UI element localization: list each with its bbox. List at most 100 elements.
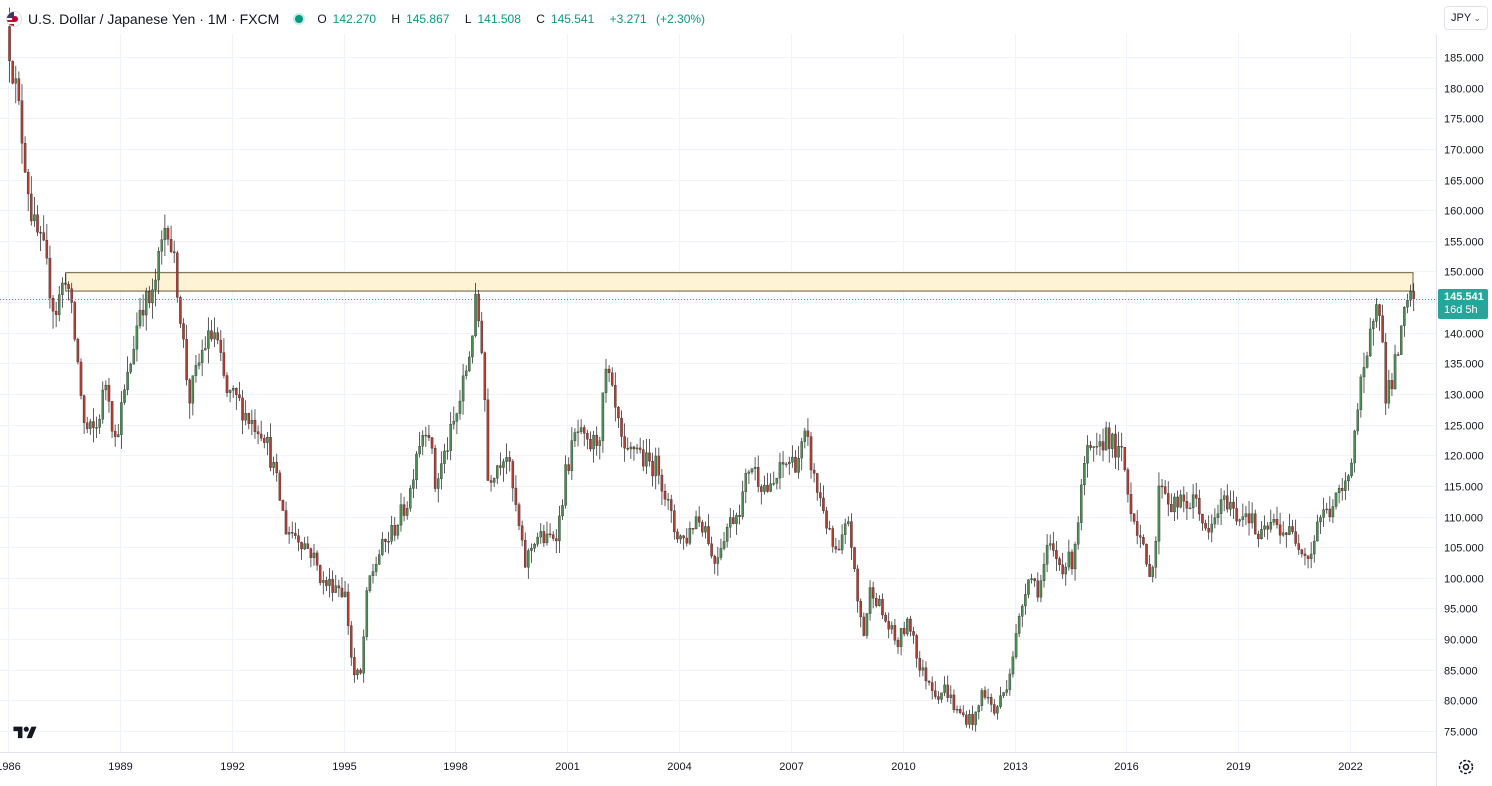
candle-down [1070,551,1074,570]
candle-down [893,625,897,641]
candle-up [123,389,126,403]
candle-down [290,532,294,534]
candle-down [937,696,940,700]
candle-down [875,598,878,606]
symbol-title[interactable]: U.S. Dollar / Japanese Yen · 1M · FXCM [28,11,280,27]
candle-up [1313,540,1316,555]
candle-down [595,434,598,446]
price-tick-label: 110.000 [1444,513,1483,525]
candle-up [1372,321,1375,330]
candle-up [33,214,36,222]
candle-up [61,282,64,295]
settings-icon[interactable] [1456,757,1476,777]
candle-up [1011,656,1015,675]
candle-up [1039,580,1043,598]
price-tick-label: 175.000 [1444,114,1484,126]
candle-down [1300,549,1304,555]
candle-down [331,578,334,593]
candle-up [530,548,533,551]
candle-up [213,332,216,340]
candle-up [440,463,443,479]
time-tick-label: 2019 [1226,761,1250,773]
candle-up [741,491,744,517]
candle-up [536,536,539,545]
candle-up [415,453,418,481]
candle-up [1005,689,1008,693]
price-tick-label: 85.000 [1444,666,1478,678]
currency-selector[interactable]: JPY ⌄ [1444,6,1488,30]
tradingview-logo-icon[interactable] [10,724,40,742]
candle-up [1322,509,1325,518]
candle-up [558,515,561,542]
candle-up [377,554,381,565]
candle-up [645,452,648,467]
candle-down [259,433,263,439]
candle-up [157,251,160,281]
candle-up [1260,529,1263,540]
price-axis[interactable]: 185.000 180.000 175.000 170.000 165.000 160.0… [1444,53,1484,739]
candle-up [126,371,129,390]
candle-up [1362,367,1366,378]
candle-up [396,525,400,536]
candle-up [1080,484,1083,523]
candle-down [856,568,859,602]
candle-down [1132,513,1136,522]
candle-down [607,368,611,373]
candle-down [1185,501,1189,509]
candle-down [1182,494,1186,502]
candle-up [446,450,449,452]
candle-down [859,600,862,618]
candle-down [166,228,170,240]
candle-down [682,535,685,539]
candle-down [350,625,353,658]
price-tick-label: 160.000 [1444,206,1484,218]
candle-down [961,712,965,716]
candle-down [1378,304,1381,316]
candle-up [458,400,462,414]
candle-up [356,669,359,676]
candle-down [623,436,626,449]
candle-up [1219,499,1223,514]
last-price-tag: 145.541 16d 5h [1438,289,1488,319]
candle-up [1350,462,1353,477]
candle-up [955,709,959,711]
resistance-zone[interactable] [65,272,1414,292]
candle-up [1008,673,1012,690]
close-value: 145.541 [550,12,595,26]
candle-up [129,363,132,373]
candle-up [974,711,977,725]
candle-up [996,706,999,714]
candle-up [1269,522,1273,530]
candle-up [200,349,204,363]
candle-up [803,430,807,442]
candle-down [1275,519,1279,525]
candle-up [899,628,903,647]
candle-down [657,455,661,476]
candle-down [85,422,89,429]
time-axis[interactable]: 1986 1989 1992 1995 1998 2001 2004 2007 2010 2013… [0,761,1363,773]
candle-down [17,78,21,101]
candle-down [837,548,841,551]
candle-up [474,293,477,337]
candle-down [701,522,704,533]
candle-down [1254,513,1257,535]
candle-up [977,705,981,713]
candle-up [1098,441,1102,447]
candle-down [45,239,49,259]
candle-up [1188,507,1192,510]
candle-down [263,438,266,443]
candle-up [374,564,378,572]
candle-up [564,464,567,506]
market-status-icon [295,15,304,23]
candle-up [750,468,754,473]
candle-down [26,172,30,195]
candle-down [185,338,188,381]
candle-up [58,294,61,315]
candle-down [182,323,185,340]
candle-up [784,463,788,466]
candle-up [1316,521,1319,542]
price-tick-label: 130.000 [1444,390,1484,402]
candle-up [1281,532,1285,536]
low-label: L [464,12,472,26]
